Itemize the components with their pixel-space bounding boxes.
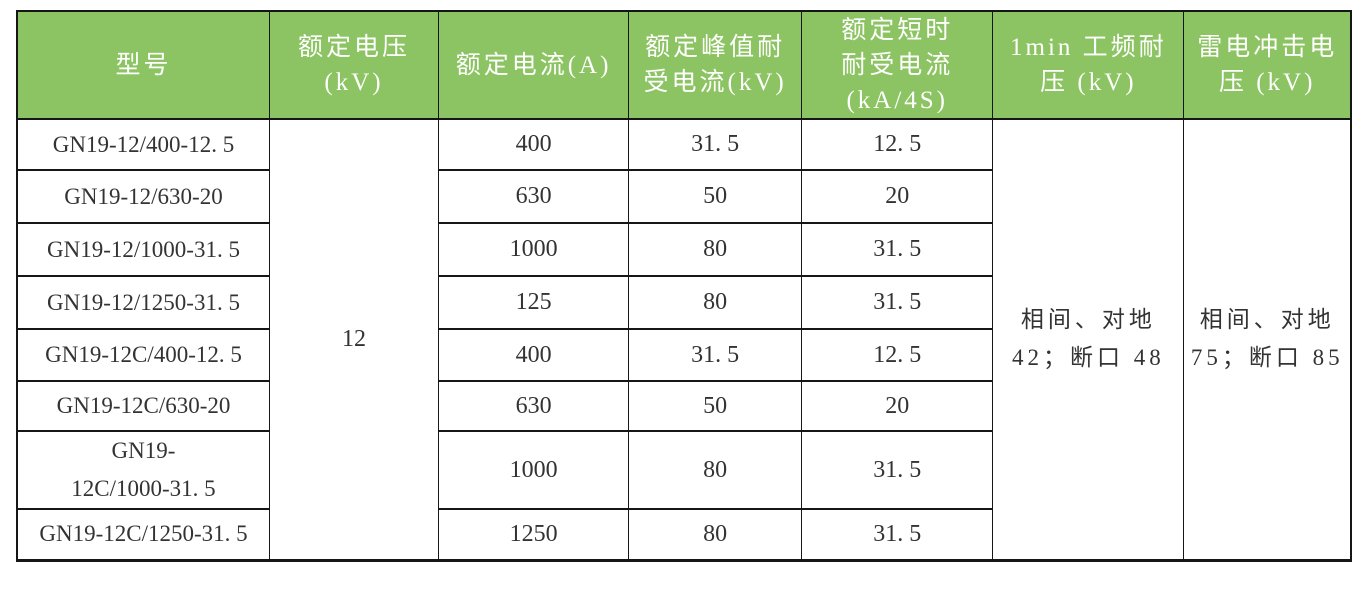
cell-rated-current: 125 (437, 275, 630, 330)
col-header-lightning-impulse-voltage: 雷电冲击电 压 (kV) (1183, 10, 1352, 120)
header-row: 型号 额定电压 (kV) 额定电流(A) 额定峰值耐 受电流(kV) 额定短时 … (16, 10, 1352, 120)
spec-table: 型号 额定电压 (kV) 额定电流(A) 额定峰值耐 受电流(kV) 额定短时 … (16, 10, 1352, 562)
cell-rated-current: 1000 (437, 430, 630, 510)
table-row: GN19-12/1250-31. 5 125 80 31. 5 (16, 275, 1351, 330)
cell-short-time-current: 31. 5 (801, 508, 994, 561)
cell-lightning-impulse: 相间、对地 75；断口 85 (1183, 118, 1352, 561)
table-row: GN19-12C/1250-31. 5 1250 80 31. 5 (16, 508, 1351, 561)
col-header-model: 型号 (16, 10, 270, 120)
cell-model: GN19-12/1000-31. 5 (16, 222, 270, 277)
table-row: GN19-12/1000-31. 5 1000 80 31. 5 (16, 222, 1351, 277)
cell-model: GN19- 12C/1000-31. 5 (16, 430, 270, 510)
cell-power-frequency-withstand: 相间、对地 42；断口 48 (992, 118, 1185, 561)
cell-peak-current: 50 (628, 169, 803, 224)
table-row: GN19-12/630-20 630 50 20 (16, 169, 1351, 224)
cell-rated-voltage: 12 (269, 118, 439, 561)
cell-model: GN19-12/1250-31. 5 (16, 275, 270, 330)
cell-model: GN19-12C/1250-31. 5 (16, 508, 270, 561)
cell-short-time-current: 20 (801, 380, 994, 432)
cell-rated-current: 630 (437, 380, 630, 432)
cell-short-time-current: 31. 5 (801, 222, 994, 277)
cell-peak-current: 31. 5 (628, 118, 803, 171)
cell-short-time-current: 20 (801, 169, 994, 224)
cell-peak-current: 80 (628, 508, 803, 561)
cell-peak-current: 80 (628, 275, 803, 330)
cell-short-time-current: 12. 5 (801, 328, 994, 382)
col-header-rated-voltage: 额定电压 (kV) (269, 10, 439, 120)
cell-rated-current: 400 (437, 118, 630, 171)
cell-short-time-current: 31. 5 (801, 430, 994, 510)
table-row: GN19-12C/400-12. 5 400 31. 5 12. 5 (16, 328, 1351, 382)
cell-peak-current: 80 (628, 430, 803, 510)
col-header-short-time-withstand-current: 额定短时 耐受电流 (kA/4S) (801, 10, 994, 120)
cell-peak-current: 80 (628, 222, 803, 277)
col-header-power-frequency-withstand-voltage: 1min 工频耐 压 (kV) (992, 10, 1185, 120)
cell-rated-current: 400 (437, 328, 630, 382)
cell-model: GN19-12/630-20 (16, 169, 270, 224)
table-row: GN19- 12C/1000-31. 5 1000 80 31. 5 (16, 430, 1351, 510)
cell-peak-current: 50 (628, 380, 803, 432)
cell-rated-current: 630 (437, 169, 630, 224)
cell-model: GN19-12/400-12. 5 (16, 118, 270, 171)
cell-short-time-current: 31. 5 (801, 275, 994, 330)
cell-peak-current: 31. 5 (628, 328, 803, 382)
cell-rated-current: 1000 (437, 222, 630, 277)
table-row: GN19-12C/630-20 630 50 20 (16, 380, 1351, 432)
table-row: GN19-12/400-12. 5 12 400 31. 5 12. 5 相间、… (16, 118, 1352, 561)
cell-model: GN19-12C/630-20 (16, 380, 270, 432)
cell-model: GN19-12C/400-12. 5 (16, 328, 270, 382)
cell-short-time-current: 12. 5 (801, 118, 994, 171)
col-header-peak-withstand-current: 额定峰值耐 受电流(kV) (628, 10, 803, 120)
cell-rated-current: 1250 (437, 508, 630, 561)
col-header-rated-current: 额定电流(A) (437, 10, 630, 120)
